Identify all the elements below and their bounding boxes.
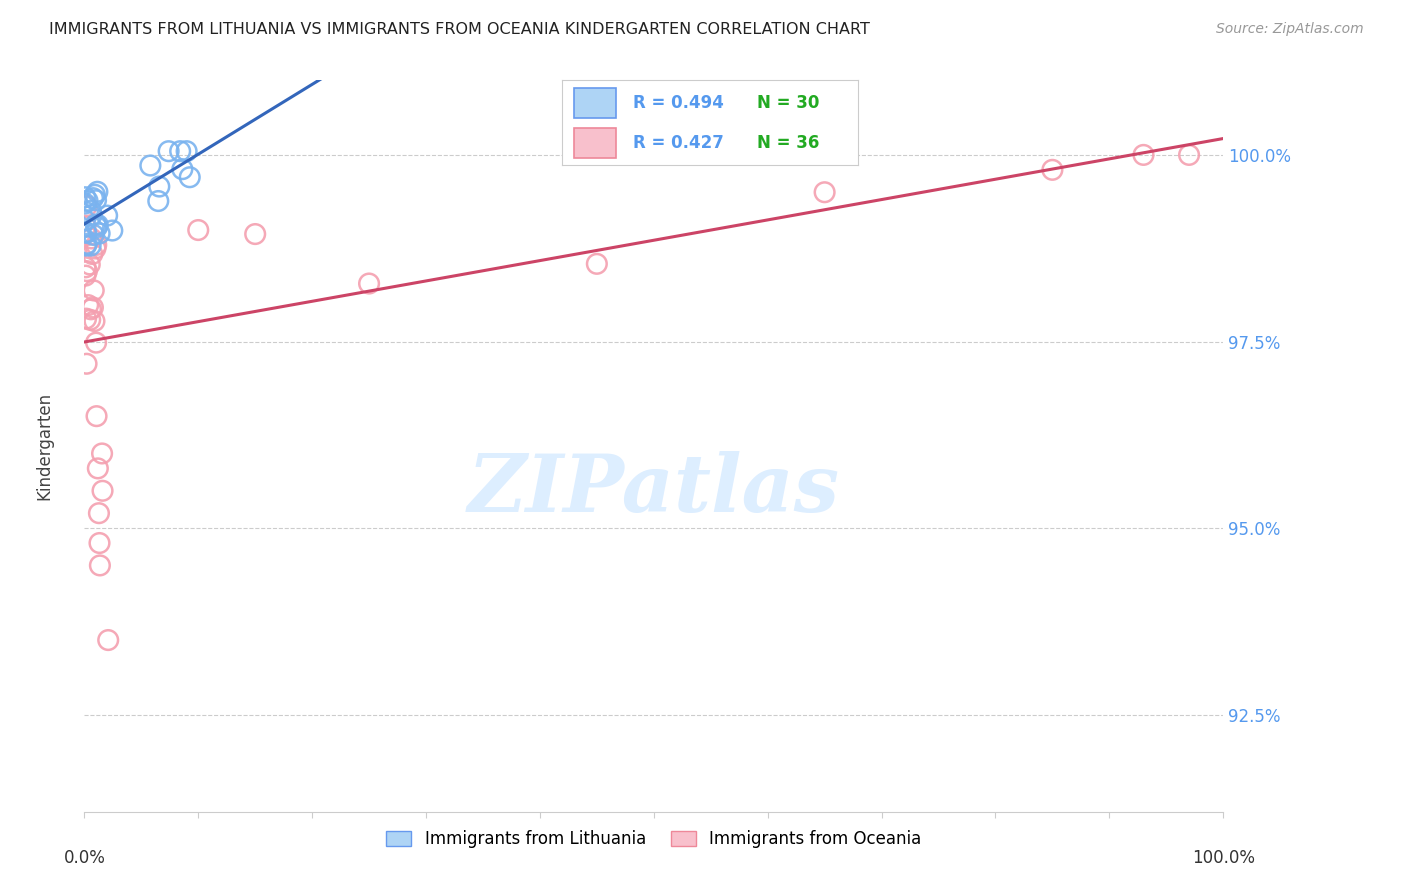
Point: [80, 302, 103, 317]
Point: [84, 238, 107, 252]
Point: [97, 633, 120, 648]
FancyBboxPatch shape: [574, 88, 616, 119]
Point: [89, 227, 111, 241]
Point: [148, 194, 170, 208]
Text: N = 36: N = 36: [758, 134, 820, 152]
Point: [148, 179, 170, 194]
Point: [586, 257, 609, 271]
Point: [75, 225, 97, 239]
Point: [187, 223, 209, 237]
Text: ZIPatlas: ZIPatlas: [468, 451, 839, 529]
Point: [80, 203, 103, 218]
Text: IMMIGRANTS FROM LITHUANIA VS IMMIGRANTS FROM OCEANIA KINDERGARTEN CORRELATION CH: IMMIGRANTS FROM LITHUANIA VS IMMIGRANTS …: [49, 22, 870, 37]
Text: N = 30: N = 30: [758, 95, 820, 112]
Point: [245, 227, 267, 241]
Point: [1132, 148, 1154, 162]
Point: [83, 187, 105, 202]
Point: [1178, 148, 1201, 162]
Point: [101, 223, 124, 237]
Point: [176, 144, 198, 158]
Point: [76, 264, 98, 278]
Point: [75, 190, 97, 204]
Point: [172, 162, 194, 177]
Point: [84, 194, 107, 208]
Point: [84, 218, 107, 232]
Point: [76, 199, 98, 213]
Text: Kindergarten: Kindergarten: [35, 392, 53, 500]
Point: [75, 268, 97, 283]
Text: Source: ZipAtlas.com: Source: ZipAtlas.com: [1216, 22, 1364, 37]
Point: [139, 159, 162, 173]
Point: [814, 186, 837, 200]
Point: [77, 298, 100, 312]
Point: [87, 506, 110, 520]
Point: [76, 194, 98, 208]
Point: [89, 558, 111, 573]
Point: [75, 226, 97, 240]
Point: [86, 185, 108, 199]
FancyBboxPatch shape: [574, 128, 616, 158]
Point: [76, 357, 98, 371]
Point: [82, 247, 104, 261]
Point: [84, 335, 107, 350]
Point: [76, 236, 98, 251]
Point: [96, 209, 118, 223]
Point: [359, 277, 381, 291]
Point: [79, 313, 101, 327]
Point: [84, 242, 107, 256]
Point: [89, 536, 111, 550]
Point: [157, 144, 180, 158]
Point: [79, 238, 101, 252]
Text: 100.0%: 100.0%: [1192, 849, 1254, 867]
Point: [83, 227, 105, 242]
Point: [87, 218, 110, 232]
Point: [75, 311, 97, 326]
Point: [169, 144, 191, 158]
Point: [83, 284, 105, 298]
Point: [82, 301, 104, 315]
Point: [91, 483, 114, 498]
Legend: Immigrants from Lithuania, Immigrants from Oceania: Immigrants from Lithuania, Immigrants fr…: [380, 823, 928, 855]
Point: [75, 219, 97, 234]
Point: [73, 196, 96, 211]
Point: [86, 409, 108, 424]
Point: [79, 258, 101, 272]
Point: [179, 170, 201, 185]
Point: [73, 213, 96, 227]
Point: [86, 220, 108, 235]
Point: [80, 231, 103, 245]
Text: R = 0.427: R = 0.427: [633, 134, 724, 152]
Point: [83, 314, 105, 328]
Point: [1042, 162, 1064, 177]
Text: 0.0%: 0.0%: [63, 849, 105, 867]
Point: [75, 238, 97, 252]
Point: [82, 191, 104, 205]
Point: [75, 226, 97, 240]
Text: R = 0.494: R = 0.494: [633, 95, 724, 112]
Point: [91, 446, 114, 460]
Point: [87, 461, 110, 475]
Point: [75, 260, 97, 275]
Point: [80, 208, 103, 222]
